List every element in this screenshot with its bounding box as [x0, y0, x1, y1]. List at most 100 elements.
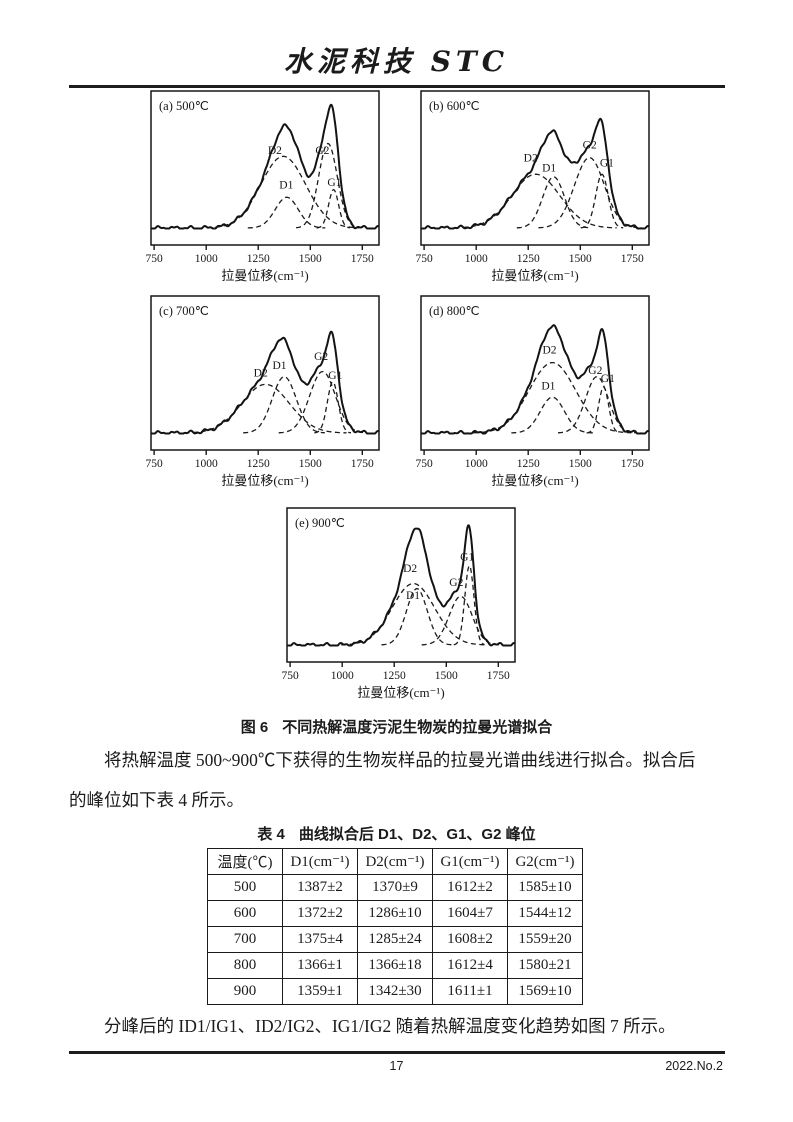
cell-d2: 1285±24 — [357, 926, 433, 953]
x-tick-label: 1000 — [465, 253, 488, 265]
cell-d1: 1372±2 — [282, 900, 358, 927]
component-curve-G2 — [421, 595, 500, 646]
raman-panel-700c: 750 1000 1250 1500 1750 拉曼位移(cm⁻¹) (c) 700℃ D1 D… — [127, 294, 395, 494]
x-tick-label: 1750 — [487, 670, 510, 682]
header-cell-g1: G1(cm⁻¹) — [432, 848, 508, 875]
cell-g2: 1544±12 — [507, 900, 583, 927]
x-tick-label: 1500 — [569, 253, 592, 265]
envelope-curve — [420, 117, 650, 230]
x-axis-title: 拉曼位移(cm⁻¹) — [491, 268, 578, 283]
peak-position-table: 温度(℃) D1(cm⁻¹) D2(cm⁻¹) G1(cm⁻¹) G2(cm⁻¹… — [207, 848, 583, 1005]
x-tick-label: 1250 — [517, 253, 540, 265]
cell-d2: 1286±10 — [357, 900, 433, 927]
envelope-curve — [150, 330, 380, 435]
component-curve-G2 — [296, 142, 360, 229]
cell-g2: 1585±10 — [507, 874, 583, 901]
peak-label-G1: G1 — [328, 370, 342, 382]
raman-chart: 750 1000 1250 1500 1750 拉曼位移(cm⁻¹) (e) 900℃ D1 D… — [281, 507, 516, 700]
component-curve-D1 — [516, 176, 591, 229]
table-title-text: 曲线拟合后 D1、D2、G1、G2 峰位 — [298, 826, 536, 843]
panel-label: (e) 900℃ — [295, 516, 345, 530]
envelope-curve — [420, 324, 650, 435]
header-cell-d2: D2(cm⁻¹) — [357, 848, 433, 875]
cell-g1: 1612±2 — [432, 874, 508, 901]
page-number: 17 — [389, 1059, 404, 1073]
cell-g2: 1559±20 — [507, 926, 583, 953]
table-row: 800 1366±1 1366±18 1612±4 1580±21 — [207, 952, 583, 979]
issue-number: 2022.No.2 — [665, 1059, 723, 1073]
cell-d2: 1366±18 — [357, 952, 433, 979]
cell-g1: 1608±2 — [432, 926, 508, 953]
x-tick-label: 1000 — [195, 253, 218, 265]
cell-g1: 1604±7 — [432, 900, 508, 927]
plot-frame — [286, 507, 516, 663]
component-curve-D1 — [381, 588, 453, 646]
x-tick-label: 1750 — [621, 253, 644, 265]
x-tick-label: 1250 — [383, 670, 406, 682]
figure-caption-text: 不同热解温度污泥生物炭的拉曼光谱拟合 — [282, 719, 553, 736]
header-rule — [69, 85, 725, 88]
peak-label-G2: G2 — [588, 365, 602, 377]
peak-label-G2: G2 — [314, 351, 328, 363]
peak-label-D2: D2 — [254, 368, 268, 380]
cell-d2: 1370±9 — [357, 874, 433, 901]
peak-label-D1: D1 — [541, 381, 555, 393]
peak-label-G2: G2 — [315, 145, 329, 157]
component-curve-G1 — [316, 189, 350, 229]
table-row: 700 1375±4 1285±24 1608±2 1559±20 — [207, 926, 583, 953]
peak-label-D1: D1 — [272, 360, 286, 372]
raman-chart: 750 1000 1250 1500 1750 拉曼位移(cm⁻¹) (c) 700℃ D1 D… — [145, 295, 380, 488]
peak-label-D2: D2 — [403, 563, 417, 575]
plot-frame — [420, 295, 650, 451]
raman-chart: 750 1000 1250 1500 1750 拉曼位移(cm⁻¹) (b) 600℃ D1 D… — [415, 90, 650, 283]
x-tick-label: 750 — [145, 458, 163, 470]
envelope-curve — [286, 524, 516, 647]
x-tick-label: 1250 — [517, 458, 540, 470]
x-axis-title: 拉曼位移(cm⁻¹) — [221, 473, 308, 488]
envelope-curve — [150, 103, 380, 230]
component-curve-D2 — [206, 155, 360, 229]
peak-label-G1: G1 — [327, 177, 341, 189]
paragraph-trend: 分峰后的 ID1/IG1、ID2/IG2、IG1/IG2 随着热解温度变化趋势如… — [104, 1016, 676, 1036]
component-curve-G2 — [558, 376, 636, 434]
cell-d2: 1342±30 — [357, 978, 433, 1005]
cell-g2: 1569±10 — [507, 978, 583, 1005]
raman-panel-800c: 750 1000 1250 1500 1750 拉曼位移(cm⁻¹) (d) 800℃ D1 D… — [397, 294, 665, 494]
table-row: 600 1372±2 1286±10 1604±7 1544±12 — [207, 900, 583, 927]
x-tick-label: 750 — [281, 670, 299, 682]
raman-panel-500c: 750 1000 1250 1500 1750 拉曼位移(cm⁻¹) (a) 500℃ D1 D… — [127, 89, 395, 289]
x-tick-label: 1500 — [435, 670, 458, 682]
x-axis-title: 拉曼位移(cm⁻¹) — [491, 473, 578, 488]
x-tick-label: 1500 — [569, 458, 592, 470]
table-title-label: 表 4 — [257, 826, 285, 843]
component-curve-G1 — [586, 386, 621, 434]
x-tick-label: 1000 — [331, 670, 354, 682]
raman-chart: 750 1000 1250 1500 1750 拉曼位移(cm⁻¹) (d) 800℃ D1 D… — [415, 295, 650, 488]
cell-d1: 1366±1 — [282, 952, 358, 979]
journal-title: 水泥科技 STC — [283, 45, 510, 78]
component-curve-G1 — [314, 380, 352, 434]
x-axis-title: 拉曼位移(cm⁻¹) — [221, 268, 308, 283]
x-tick-label: 1750 — [351, 253, 374, 265]
table-row: 500 1387±2 1370±9 1612±2 1585±10 — [207, 874, 583, 901]
peak-label-G1: G1 — [600, 158, 614, 170]
cell-d1: 1359±1 — [282, 978, 358, 1005]
peak-label-G2: G2 — [449, 577, 463, 589]
component-curve-G1 — [580, 173, 624, 229]
header-cell-temperature: 温度(℃) — [207, 848, 283, 875]
peak-label-G2: G2 — [583, 140, 597, 152]
x-tick-label: 750 — [145, 253, 163, 265]
x-tick-label: 1000 — [195, 458, 218, 470]
table-row: 900 1359±1 1342±30 1611±1 1569±10 — [207, 978, 583, 1005]
cell-g1: 1612±4 — [432, 952, 508, 979]
component-curve-D1 — [511, 396, 593, 434]
panel-label: (c) 700℃ — [159, 304, 209, 318]
panel-label: (a) 500℃ — [159, 99, 209, 113]
peak-label-G1: G1 — [460, 552, 474, 564]
figure-caption-label: 图 6 — [240, 719, 269, 736]
x-tick-label: 1500 — [299, 458, 322, 470]
panel-label: (d) 800℃ — [429, 304, 480, 318]
figure-caption: 图 6 不同热解温度污泥生物炭的拉曼光谱拟合 — [0, 716, 793, 737]
cell-temp: 700 — [207, 926, 283, 953]
